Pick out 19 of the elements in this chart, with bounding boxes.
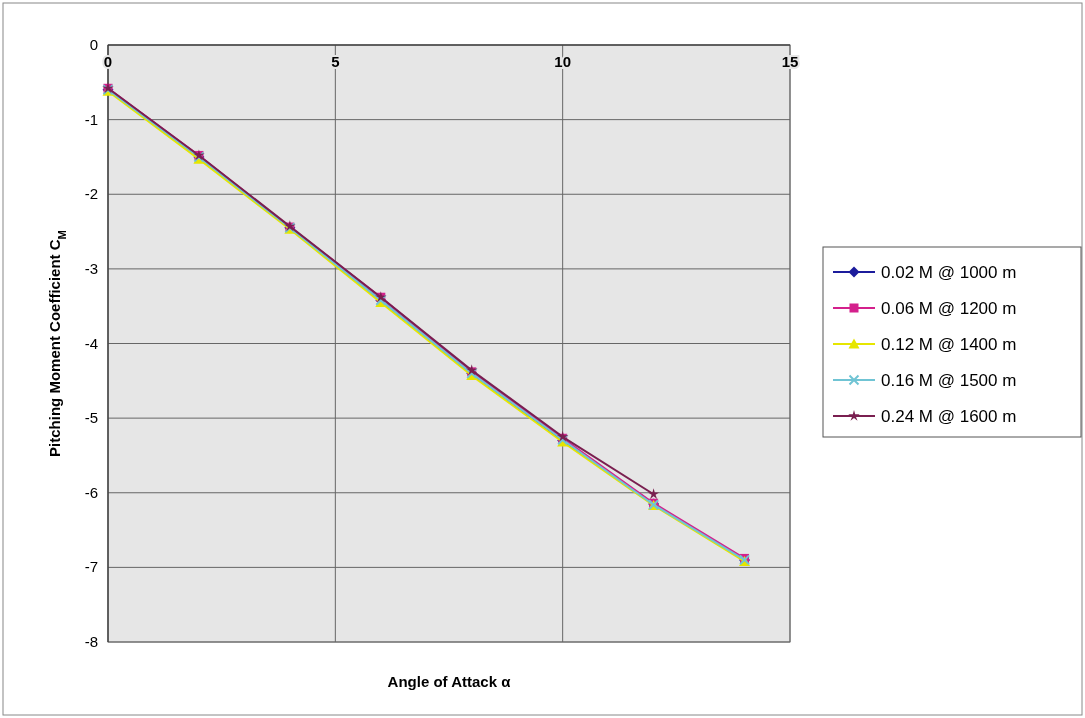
legend-label: 0.02 M @ 1000 m [881, 263, 1017, 282]
x-tick-label: 5 [331, 53, 340, 70]
y-tick-label: -8 [84, 633, 98, 650]
y-tick-label: -7 [84, 558, 98, 576]
x-tick-label: 15 [781, 53, 799, 70]
y-tick-label: -2 [84, 185, 98, 203]
y-tick-label: -6 [84, 483, 98, 501]
y-tick-label: 0 [89, 36, 98, 53]
y-tick-label: -1 [84, 110, 98, 128]
y-tick-label: -5 [84, 409, 98, 427]
legend-label: 0.12 M @ 1400 m [881, 335, 1017, 354]
y-tick-label: -4 [84, 334, 98, 352]
legend-label: 0.06 M @ 1200 m [881, 299, 1017, 318]
legend-label: 0.16 M @ 1500 m [881, 371, 1017, 390]
y-tick-label: -3 [84, 259, 98, 277]
x-tick-label: 10 [554, 53, 572, 70]
point [647, 488, 660, 500]
legend-label: 0.24 M @ 1600 m [881, 407, 1017, 426]
x-axis-title: Angle of Attack α [387, 673, 512, 690]
